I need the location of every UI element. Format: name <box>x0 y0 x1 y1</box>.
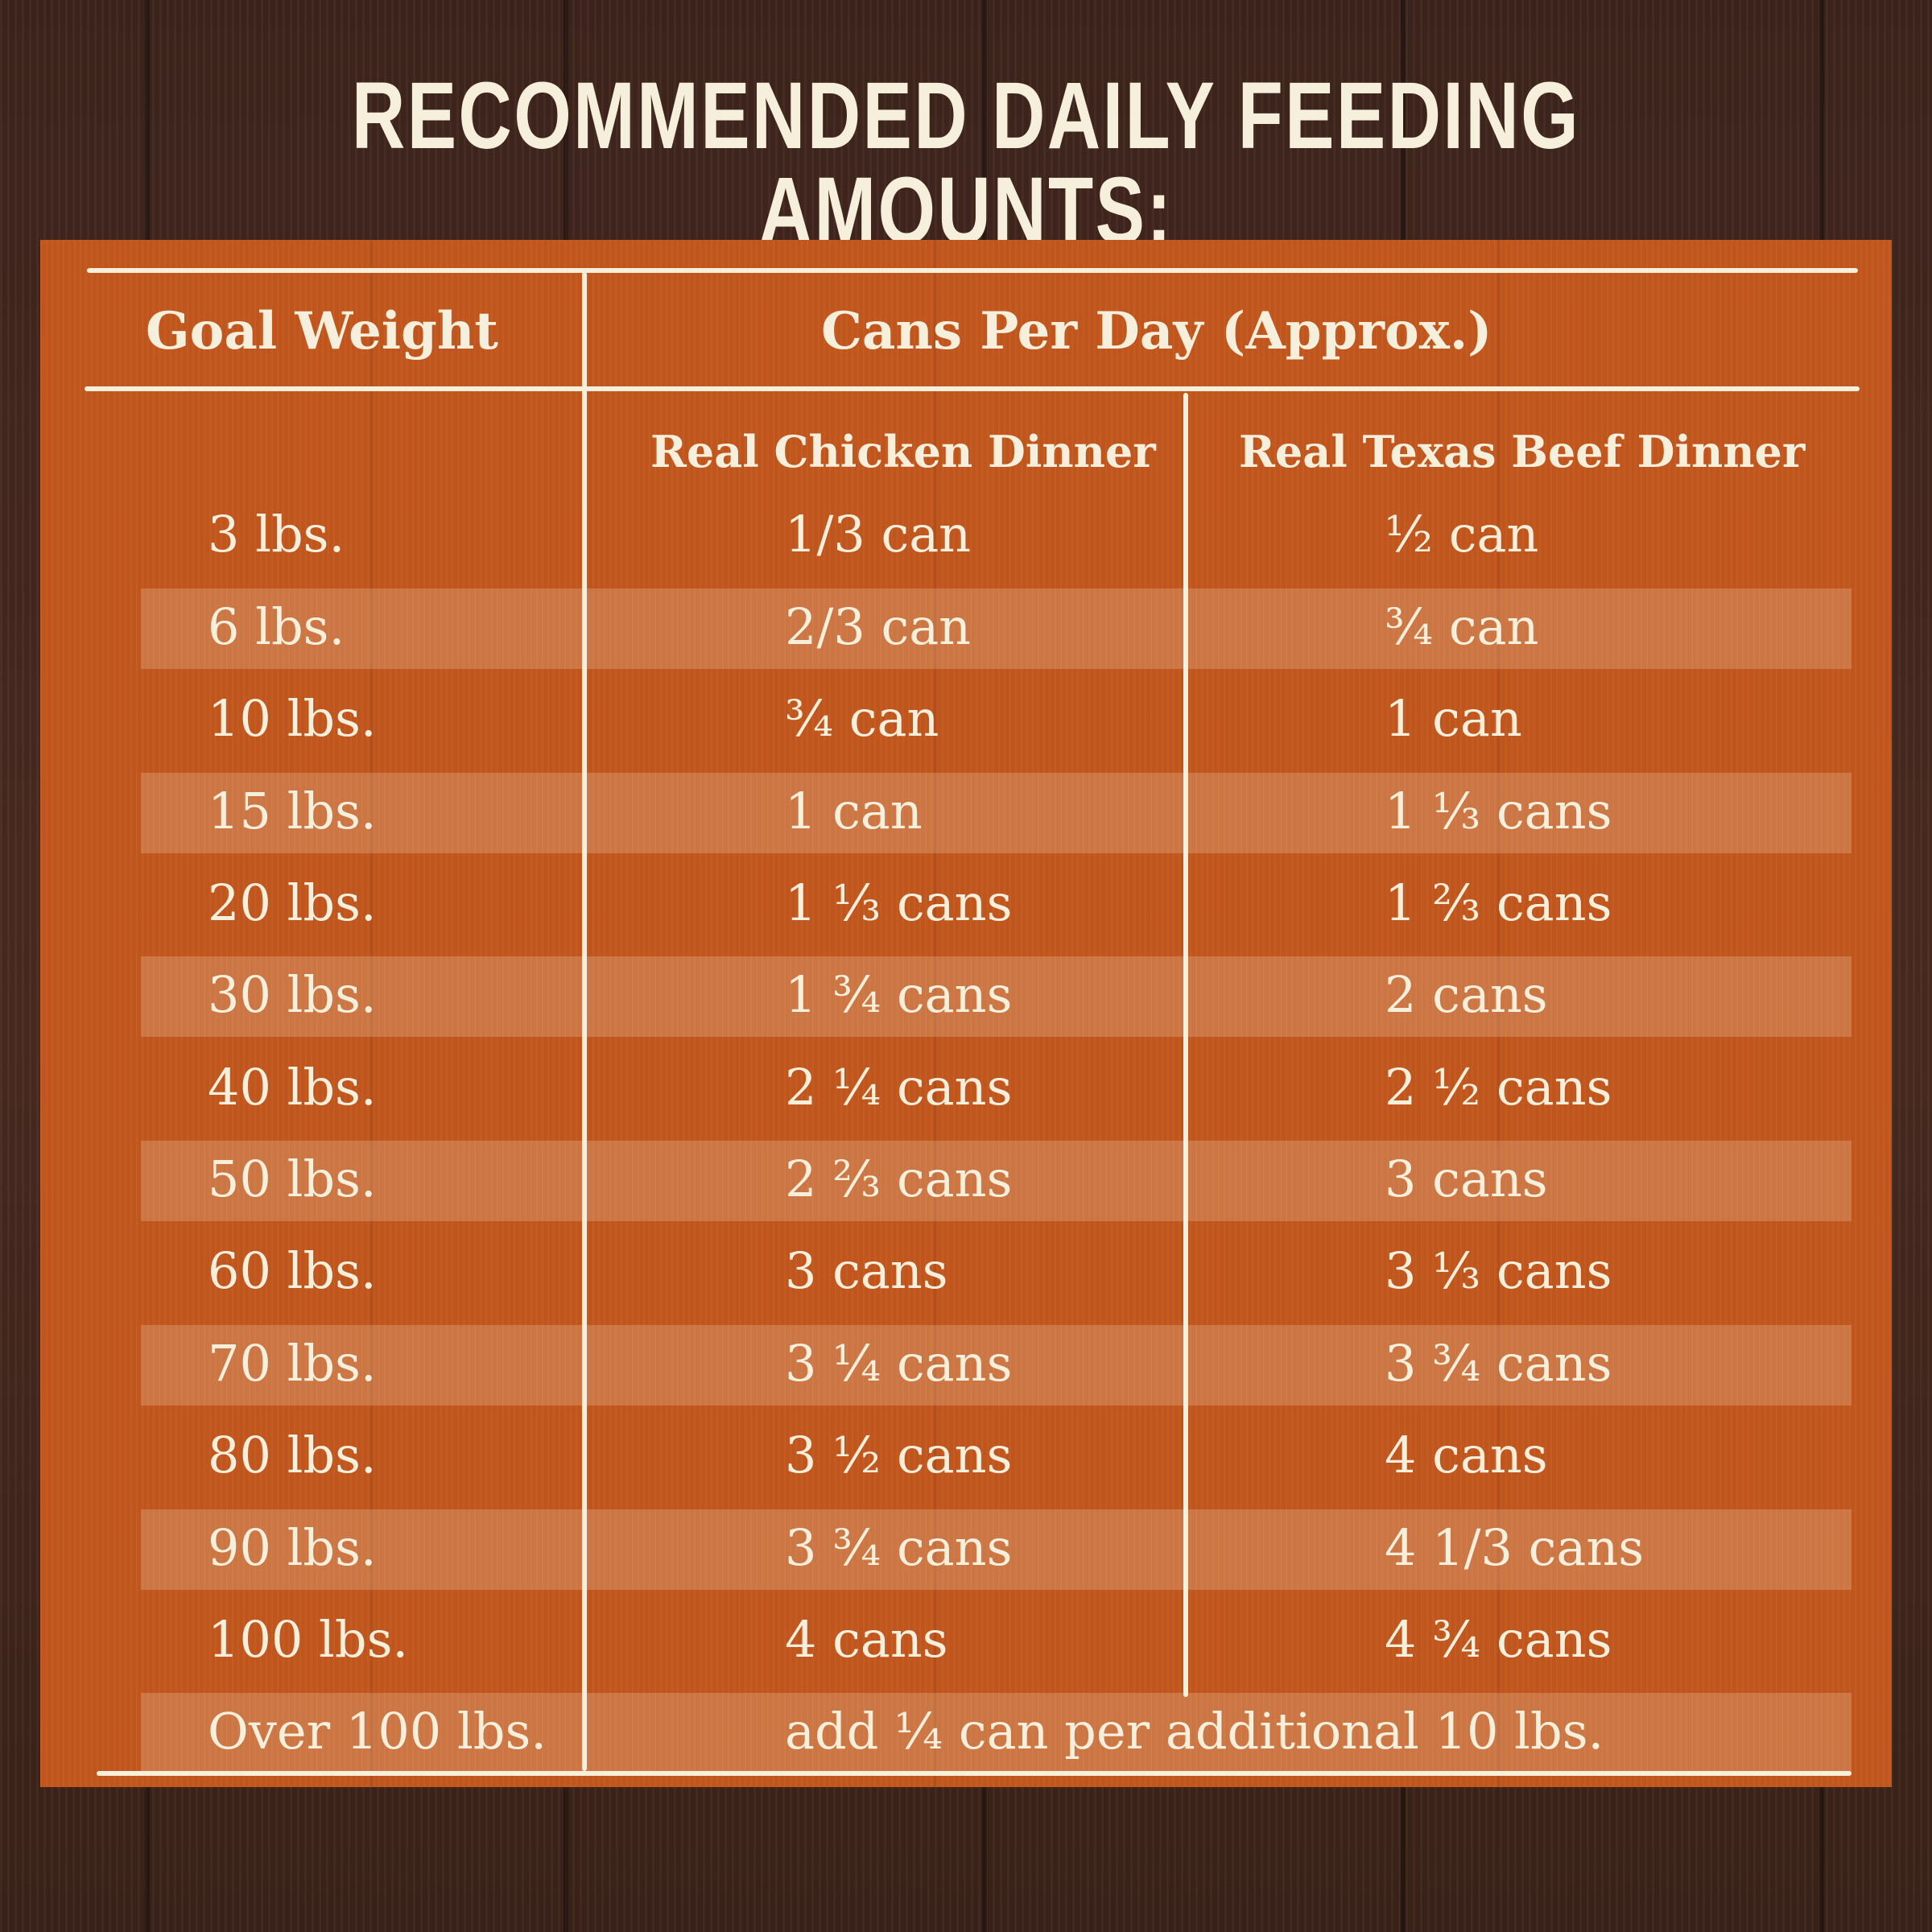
chicken-cell: 3 ½ cans <box>785 1426 1013 1484</box>
footer-note: add ¼ can per additional 10 lbs. <box>785 1702 1604 1761</box>
table-top-rule <box>87 268 1858 273</box>
chicken-cell: 1/3 can <box>785 505 972 564</box>
chicken-cell: 2 ⅔ cans <box>785 1150 1013 1208</box>
row-band <box>141 1509 1852 1590</box>
beef-cell: ½ can <box>1385 505 1539 564</box>
beef-cell: 4 ¾ cans <box>1385 1610 1612 1669</box>
column-divider <box>1183 393 1188 1697</box>
row-band <box>141 1325 1852 1406</box>
beef-cell: 2 ½ cans <box>1385 1058 1612 1117</box>
chicken-cell: 2/3 can <box>785 597 972 656</box>
row-band <box>141 588 1852 669</box>
column-divider <box>582 272 587 1771</box>
page-title: RECOMMENDED DAILY FEEDING AMOUNTS: <box>351 63 1581 264</box>
beef-cell: 2 cans <box>1385 965 1548 1024</box>
row-band <box>141 1141 1852 1221</box>
weight-cell: 40 lbs. <box>208 1058 377 1117</box>
beef-cell: 4 1/3 cans <box>1385 1518 1645 1577</box>
row-band <box>141 956 1852 1037</box>
weight-cell: 6 lbs. <box>208 597 345 656</box>
weight-cell: 100 lbs. <box>208 1610 409 1669</box>
table-bottom-rule <box>97 1771 1852 1776</box>
beef-cell: ¾ can <box>1385 597 1539 656</box>
weight-cell: 90 lbs. <box>208 1518 377 1577</box>
chicken-cell: 4 cans <box>785 1610 948 1669</box>
chicken-cell: 1 can <box>785 782 923 840</box>
beef-cell: 3 ¾ cans <box>1385 1334 1612 1393</box>
chicken-cell: 2 ¼ cans <box>785 1058 1013 1117</box>
beef-cell: 3 ⅓ cans <box>1385 1241 1612 1300</box>
beef-cell: 1 ⅔ cans <box>1385 873 1612 932</box>
header-rule <box>85 386 1860 391</box>
beef-cell: 4 cans <box>1385 1426 1548 1484</box>
weight-cell: 30 lbs. <box>208 965 377 1024</box>
beef-cell: 3 cans <box>1385 1150 1548 1208</box>
row-band <box>141 1693 1852 1773</box>
chicken-cell: ¾ can <box>785 689 939 748</box>
chicken-cell: 1 ¾ cans <box>785 965 1013 1024</box>
header-chicken: Real Chicken Dinner <box>650 426 1156 477</box>
header-cans-per-day: Cans Per Day (Approx.) <box>821 301 1492 361</box>
weight-cell: 20 lbs. <box>208 873 377 932</box>
beef-cell: 1 can <box>1385 689 1522 748</box>
chicken-cell: 3 cans <box>785 1241 948 1300</box>
header-beef: Real Texas Beef Dinner <box>1239 426 1806 477</box>
weight-cell: 3 lbs. <box>208 505 345 564</box>
weight-cell: Over 100 lbs. <box>208 1702 547 1761</box>
chicken-cell: 3 ¾ cans <box>785 1518 1013 1577</box>
beef-cell: 1 ⅓ cans <box>1385 782 1612 840</box>
row-band <box>141 773 1852 853</box>
weight-cell: 80 lbs. <box>208 1426 377 1484</box>
weight-cell: 70 lbs. <box>208 1334 377 1393</box>
feeding-table: Goal Weight Cans Per Day (Approx.) Real … <box>40 240 1892 1787</box>
chicken-cell: 3 ¼ cans <box>785 1334 1013 1393</box>
weight-cell: 10 lbs. <box>208 689 377 748</box>
weight-cell: 50 lbs. <box>208 1150 377 1208</box>
weight-cell: 15 lbs. <box>208 782 377 840</box>
header-goal-weight: Goal Weight <box>146 301 498 361</box>
weight-cell: 60 lbs. <box>208 1241 377 1300</box>
chicken-cell: 1 ⅓ cans <box>785 873 1013 932</box>
